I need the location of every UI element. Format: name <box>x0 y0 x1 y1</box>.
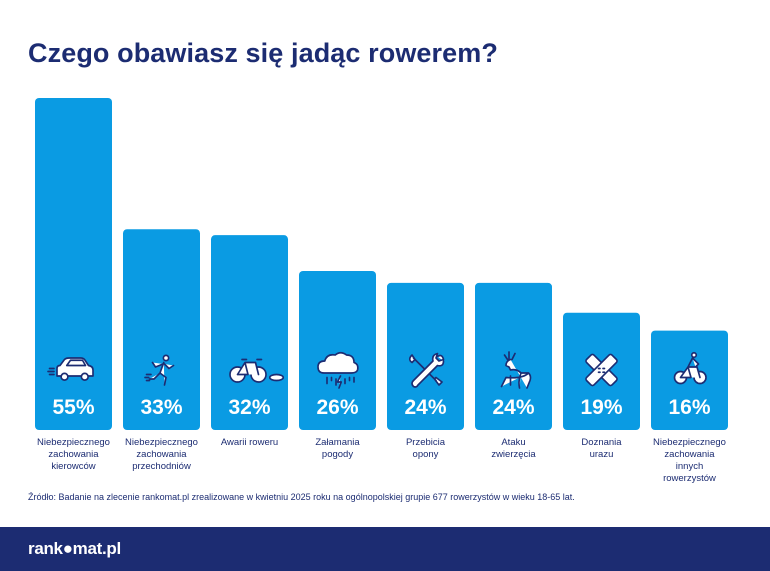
bar-base <box>563 422 640 426</box>
brand-logo[interactable]: rank●mat.pl <box>28 539 121 558</box>
bar <box>211 235 288 430</box>
deer-icon <box>500 351 532 389</box>
bar-base <box>299 422 376 426</box>
category-label: Niebezpiecznego zachowania kierowców <box>37 437 110 472</box>
tools-icon <box>408 352 445 388</box>
category-label: Załamania pogody <box>315 437 360 460</box>
bar-base <box>475 422 552 426</box>
chart-title: Czego obawiasz się jadąc rowerem? <box>28 38 498 68</box>
category-label: Niebezpiecznego zachowania przechodniów <box>125 437 198 472</box>
bar-base <box>211 422 288 426</box>
car-icon <box>47 357 94 381</box>
bar <box>651 330 728 430</box>
storm-cloud-icon <box>317 351 359 389</box>
category-label: Przebicia opony <box>405 437 446 460</box>
bar-base <box>123 422 200 426</box>
broken-bike-icon <box>229 358 285 383</box>
bar <box>299 270 376 430</box>
bar <box>387 282 464 430</box>
category-label: Awarii roweru <box>220 437 279 448</box>
bandage-icon <box>585 353 618 387</box>
pedestrian-icon <box>144 354 175 386</box>
bar-base <box>35 422 112 426</box>
value-label: 26% <box>316 396 358 419</box>
footer-bar: rank●mat.pl <box>0 527 770 571</box>
value-label: 55% <box>52 396 94 419</box>
category-label: Doznania urazu <box>581 437 622 460</box>
value-label: 24% <box>492 396 534 419</box>
bar <box>35 98 112 430</box>
value-label: 32% <box>228 396 270 419</box>
bar-base <box>387 422 464 426</box>
bar-chart: 55% 33% 32% 26% 24% 24% 19% 16% <box>35 98 728 430</box>
category-label: Ataku zwierzęcia <box>491 437 536 460</box>
source-note: Źródło: Badanie na zlecenie rankomat.pl … <box>28 492 575 502</box>
value-label: 16% <box>668 396 710 419</box>
cyclist-icon <box>673 351 707 385</box>
value-label: 19% <box>580 396 622 419</box>
category-label: Niebezpiecznego zachowania innych rowerzyst… <box>653 437 726 484</box>
value-label: 24% <box>404 396 446 419</box>
bar-base <box>651 422 728 426</box>
bar <box>123 229 200 430</box>
value-label: 33% <box>140 396 182 419</box>
